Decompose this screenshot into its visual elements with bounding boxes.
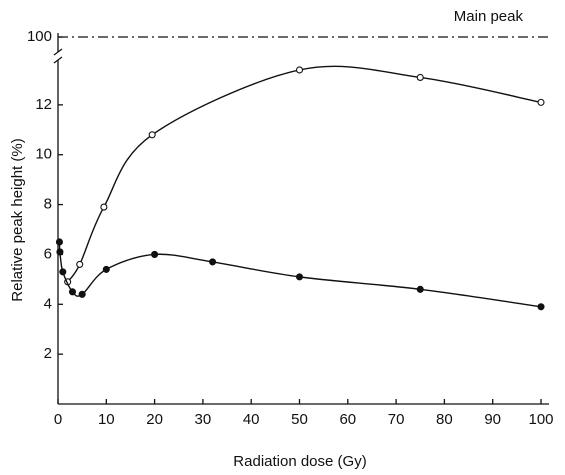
y-tick-label: 100 bbox=[27, 28, 52, 45]
data-point bbox=[76, 260, 84, 268]
y-tick-label: 8 bbox=[44, 196, 52, 213]
y-axis-label: Relative peak height (%) bbox=[9, 138, 26, 301]
data-point bbox=[416, 73, 424, 81]
x-tick-label: 0 bbox=[54, 411, 62, 428]
data-point bbox=[295, 273, 304, 281]
x-tick-label: 10 bbox=[98, 411, 115, 428]
data-point bbox=[102, 265, 110, 273]
reference-label: Main peak bbox=[454, 8, 524, 25]
data-point bbox=[55, 238, 63, 246]
series-curve bbox=[67, 65, 542, 283]
data-point bbox=[209, 258, 217, 266]
x-tick-label: 50 bbox=[291, 411, 308, 428]
data-point bbox=[68, 288, 77, 296]
x-tick-label: 70 bbox=[388, 411, 405, 428]
y-tick-label: 12 bbox=[35, 96, 52, 113]
x-axis-label: Radiation dose (Gy) bbox=[233, 453, 366, 470]
data-point bbox=[295, 66, 304, 74]
x-tick-label: 60 bbox=[339, 411, 356, 428]
data-point bbox=[416, 285, 424, 293]
x-tick-label: 80 bbox=[436, 411, 453, 428]
data-point bbox=[148, 131, 156, 139]
data-point bbox=[78, 290, 86, 298]
data-point bbox=[56, 248, 64, 256]
data-point bbox=[151, 250, 159, 258]
x-tick-label: 20 bbox=[146, 411, 163, 428]
y-tick-label: 4 bbox=[44, 295, 52, 312]
data-point bbox=[537, 98, 545, 106]
x-tick-label: 30 bbox=[195, 411, 212, 428]
data-point bbox=[59, 268, 67, 276]
y-tick-label: 10 bbox=[35, 146, 52, 163]
data-point bbox=[537, 303, 545, 311]
axis-break bbox=[53, 56, 63, 64]
x-tick-label: 40 bbox=[243, 411, 260, 428]
y-tick-label: 2 bbox=[44, 345, 52, 362]
axis-break bbox=[53, 48, 63, 56]
x-tick-label: 100 bbox=[528, 411, 553, 428]
x-tick-label: 90 bbox=[484, 411, 501, 428]
y-tick-label: 6 bbox=[44, 245, 52, 262]
data-point bbox=[100, 203, 108, 211]
